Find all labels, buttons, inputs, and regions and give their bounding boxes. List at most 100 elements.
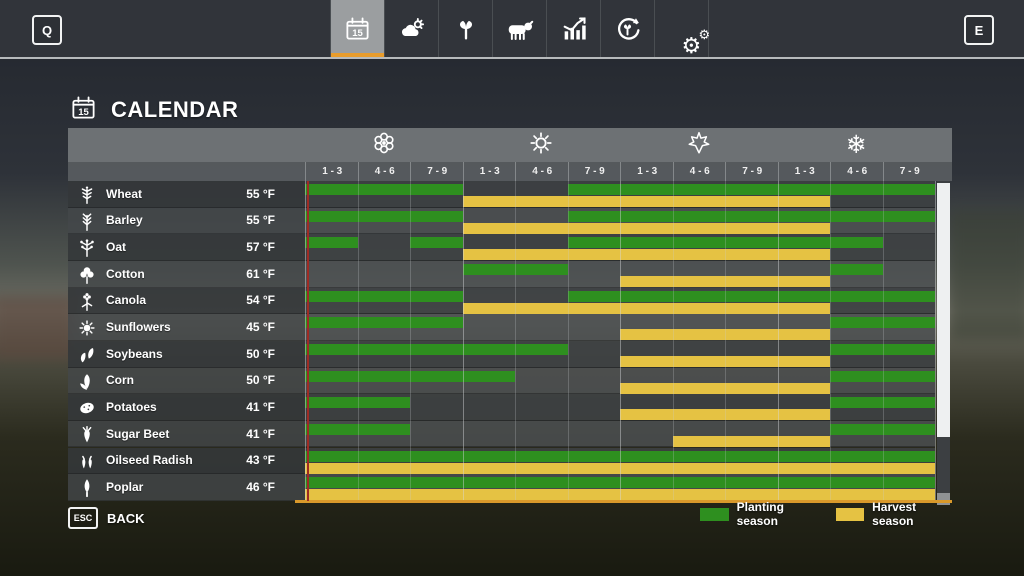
period-cell: 7 - 9 [567, 162, 622, 181]
harvest-bar [620, 409, 830, 421]
scrollbar-thumb[interactable] [937, 183, 950, 437]
crop-row-oilseed-radish: Oilseed Radish 43 °F [68, 447, 935, 475]
harvest-bar [620, 275, 830, 287]
cycle-icon [613, 14, 642, 43]
planting-bar [305, 184, 463, 195]
planting-bar [305, 290, 463, 302]
tab-animals[interactable] [492, 0, 546, 57]
harvest-season-label: Harvest season [872, 500, 917, 528]
harvest-bar [672, 435, 830, 447]
planting-bar [305, 450, 935, 462]
canola-icon [76, 291, 98, 313]
planting-bar [305, 370, 515, 382]
svg-text:15: 15 [352, 28, 363, 39]
tab-weather[interactable] [384, 0, 438, 57]
crop-name: Sugar Beet [106, 426, 170, 441]
oat-icon [76, 237, 98, 259]
tab-production[interactable] [600, 0, 654, 57]
poplar-icon [76, 477, 98, 499]
period-cell: 1 - 3 [462, 162, 517, 181]
period-cell: 7 - 9 [410, 162, 464, 181]
grid-column-line [567, 181, 569, 501]
crop-row-wheat: Wheat 55 °F [68, 181, 935, 208]
tab-statistics[interactable] [546, 0, 600, 57]
period-cell: 7 - 9 [882, 162, 937, 181]
grid-column-line [305, 181, 306, 501]
crop-name: Wheat [106, 186, 142, 201]
crop-name: Sunflowers [106, 320, 171, 335]
key-hint-e[interactable]: E [964, 15, 994, 45]
period-cell: 4 - 6 [357, 162, 412, 181]
crop-name: Poplar [106, 479, 144, 494]
tab-calendar[interactable]: 15 [330, 0, 384, 57]
calendar-icon: 15 [344, 15, 371, 42]
back-button[interactable]: BACK [107, 510, 145, 526]
radish-icon [76, 451, 98, 473]
planting-bar [567, 184, 935, 195]
season-header-spring [305, 128, 463, 162]
snowflake-icon: ❄ [845, 130, 867, 159]
harvest-bar [305, 489, 935, 501]
planting-bar [305, 237, 358, 249]
barley-icon [76, 211, 98, 233]
wheat-icon [76, 184, 98, 206]
harvest-bar [462, 222, 830, 234]
planting-bar [305, 317, 463, 329]
grid-column-line [672, 181, 674, 501]
sprout-icon [452, 15, 480, 43]
sugarbeet-icon [76, 424, 98, 446]
corn-icon [76, 371, 98, 393]
page-title: 15 CALENDAR [70, 94, 238, 126]
key-hint-esc[interactable]: ESC [68, 507, 98, 529]
crop-name: Barley [106, 213, 143, 228]
grid-column-line [882, 181, 884, 501]
planting-bar [305, 477, 935, 489]
planting-bar [567, 237, 883, 249]
planting-bar [830, 423, 935, 435]
svg-text:15: 15 [78, 107, 89, 118]
harvest-season-swatch [835, 507, 865, 521]
harvest-bar [620, 329, 830, 341]
planting-bar [830, 397, 935, 409]
crop-min-temperature: 45 °F [246, 320, 275, 335]
grid-column-line [620, 181, 621, 501]
crop-min-temperature: 50 °F [246, 373, 275, 388]
grid-column-line [725, 181, 726, 501]
crop-rows: Wheat 55 °F Barley 55 °F Oat 57 °F Cotton 61 °F… [68, 181, 952, 501]
crop-name: Oat [106, 240, 127, 255]
leaf-icon [686, 130, 712, 161]
sun-icon [528, 130, 554, 161]
planting-season-label: Planting season [736, 500, 784, 528]
footer: ESC BACK [68, 507, 145, 529]
harvest-bar [462, 302, 830, 314]
top-bar: Q 15 ⚙ ⚙ E [0, 0, 1024, 59]
crop-min-temperature: 57 °F [246, 240, 275, 255]
grid-column-line [935, 181, 936, 501]
planting-bar [830, 317, 935, 329]
key-hint-q[interactable]: Q [32, 15, 62, 45]
tab-crops[interactable] [438, 0, 492, 57]
cotton-icon [76, 264, 98, 286]
background-house [0, 296, 76, 360]
tab-settings[interactable]: ⚙ ⚙ [654, 0, 710, 58]
crop-min-temperature: 46 °F [246, 479, 275, 494]
chart-icon [560, 15, 588, 43]
season-header-autumn [620, 128, 778, 162]
planting-bar [305, 397, 410, 409]
crop-min-temperature: 41 °F [246, 400, 275, 414]
flower-icon [371, 130, 397, 161]
planting-bar [305, 423, 410, 435]
harvest-bar [462, 249, 830, 261]
tab-bar: 15 ⚙ ⚙ [330, 0, 710, 58]
table-bottom-accent [295, 500, 952, 503]
background-trees [950, 210, 1024, 340]
season-header-winter: ❄ [778, 128, 936, 162]
crop-name: Soybeans [106, 346, 163, 361]
current-day-marker [307, 181, 309, 501]
planting-bar [567, 210, 935, 222]
planting-bar [830, 370, 935, 382]
grid-column-line [515, 181, 516, 501]
crop-row-cotton: Cotton 61 °F [68, 260, 935, 288]
period-cell: 1 - 3 [305, 162, 359, 181]
crop-name: Corn [106, 373, 134, 388]
